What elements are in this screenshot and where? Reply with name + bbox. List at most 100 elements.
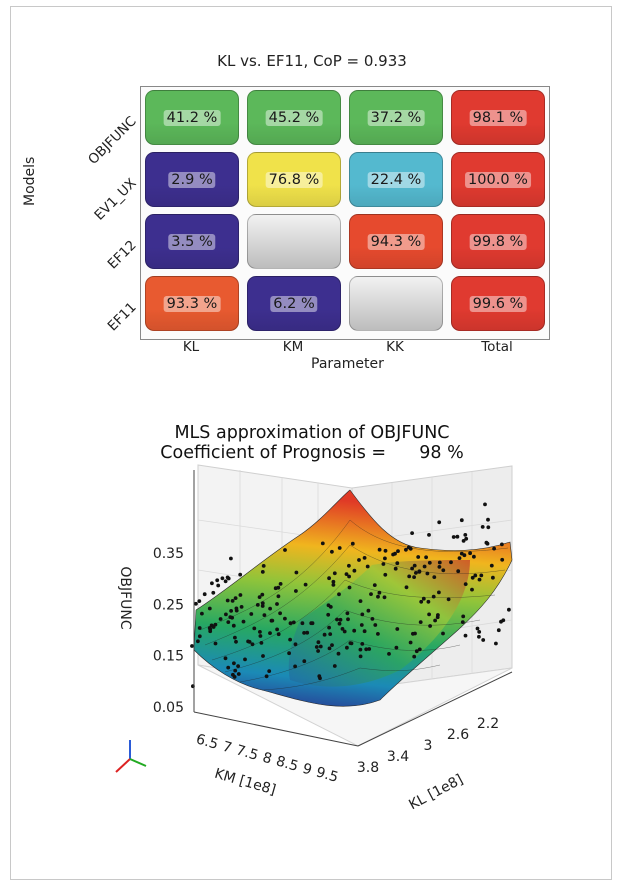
- support-point: [202, 592, 207, 597]
- support-point: [437, 590, 441, 595]
- support-point: [264, 674, 269, 679]
- support-point: [418, 620, 423, 624]
- support-point: [211, 625, 216, 629]
- support-point: [338, 617, 343, 622]
- z-tick-label: 0.15: [153, 649, 184, 665]
- support-point: [207, 606, 212, 611]
- support-point: [223, 579, 228, 584]
- support-point: [260, 604, 265, 608]
- support-point: [437, 565, 442, 569]
- support-point: [449, 560, 453, 565]
- support-point: [314, 645, 319, 649]
- support-point: [362, 629, 367, 634]
- support-point: [346, 617, 350, 622]
- heatmap-column-label: KL: [182, 339, 200, 355]
- support-point: [294, 570, 299, 575]
- support-point: [350, 541, 355, 546]
- support-point: [268, 631, 272, 635]
- support-point: [310, 621, 315, 626]
- support-point: [441, 631, 445, 636]
- support-point: [229, 609, 234, 613]
- support-point: [427, 533, 431, 537]
- heatmap-cell: 37.2 %: [349, 90, 443, 145]
- support-point: [342, 629, 347, 634]
- support-point: [365, 564, 370, 569]
- support-point: [377, 547, 382, 552]
- support-point: [255, 603, 260, 607]
- support-point: [226, 665, 231, 670]
- support-point: [410, 566, 414, 571]
- support-point: [358, 647, 363, 652]
- support-point: [396, 549, 400, 553]
- support-point: [302, 631, 306, 635]
- support-point: [393, 566, 398, 571]
- surface-axes: [193, 470, 513, 747]
- support-point: [331, 583, 336, 587]
- support-point: [387, 652, 391, 656]
- support-point: [427, 560, 432, 565]
- surface-title-line: MLS approximation of OBJFUNC: [174, 423, 450, 443]
- support-point: [459, 518, 464, 523]
- support-point: [428, 624, 432, 628]
- y-axis-ticks: 3.8 3.4 3 2.6 2.2: [357, 716, 499, 776]
- support-point: [470, 587, 474, 592]
- support-point: [200, 611, 204, 616]
- z-tick-label: 0.05: [153, 700, 184, 716]
- support-point: [383, 548, 388, 553]
- support-point: [496, 628, 501, 633]
- support-point: [437, 560, 442, 565]
- support-point: [369, 592, 373, 596]
- heatmap-cell-label: 22.4 %: [367, 171, 425, 188]
- support-point: [223, 656, 228, 661]
- support-point: [362, 556, 367, 560]
- support-point: [239, 605, 244, 609]
- support-point: [196, 639, 200, 644]
- support-point: [395, 561, 400, 566]
- support-point: [352, 628, 357, 633]
- support-point: [283, 616, 287, 621]
- support-point: [233, 668, 238, 673]
- support-point: [376, 632, 380, 636]
- support-point: [412, 563, 417, 568]
- support-point: [377, 590, 382, 595]
- support-point: [417, 569, 422, 574]
- support-point: [416, 555, 421, 559]
- support-point: [407, 574, 412, 579]
- support-point: [455, 534, 460, 539]
- support-point: [238, 572, 243, 577]
- support-point: [424, 555, 428, 560]
- support-point: [197, 634, 202, 639]
- support-point: [327, 625, 331, 630]
- heatmap-cell: 6.2 %: [247, 276, 341, 331]
- support-point: [484, 540, 489, 545]
- support-point: [489, 563, 494, 568]
- support-point: [463, 633, 468, 638]
- support-point: [291, 620, 296, 625]
- support-point: [463, 582, 468, 586]
- support-point: [276, 594, 281, 599]
- heatmap-cell: 41.2 %: [145, 90, 239, 145]
- support-point: [258, 634, 263, 638]
- support-point: [287, 651, 291, 656]
- support-point: [366, 608, 371, 613]
- surface-title: MLS approximation of OBJFUNC Coefficient…: [10, 423, 614, 463]
- support-point: [411, 631, 415, 636]
- heatmap-cell-label: 41.2 %: [163, 109, 221, 126]
- support-point: [303, 582, 308, 587]
- support-point: [337, 546, 342, 550]
- support-point: [275, 627, 279, 632]
- support-point: [456, 569, 461, 574]
- support-point: [268, 606, 272, 611]
- support-point: [391, 552, 395, 557]
- support-point: [288, 621, 293, 626]
- heatmap-cell-label: 2.9 %: [168, 171, 216, 188]
- support-point: [320, 541, 325, 546]
- support-point: [232, 661, 236, 666]
- support-point: [376, 594, 380, 599]
- heatmap-cell-label: 94.3 %: [367, 233, 425, 250]
- surface-fold: [288, 560, 470, 687]
- z-tick-label: 0.25: [153, 597, 184, 613]
- support-point: [241, 619, 246, 624]
- z-axis-title: OBJFUNC: [117, 566, 133, 630]
- support-point: [250, 642, 255, 647]
